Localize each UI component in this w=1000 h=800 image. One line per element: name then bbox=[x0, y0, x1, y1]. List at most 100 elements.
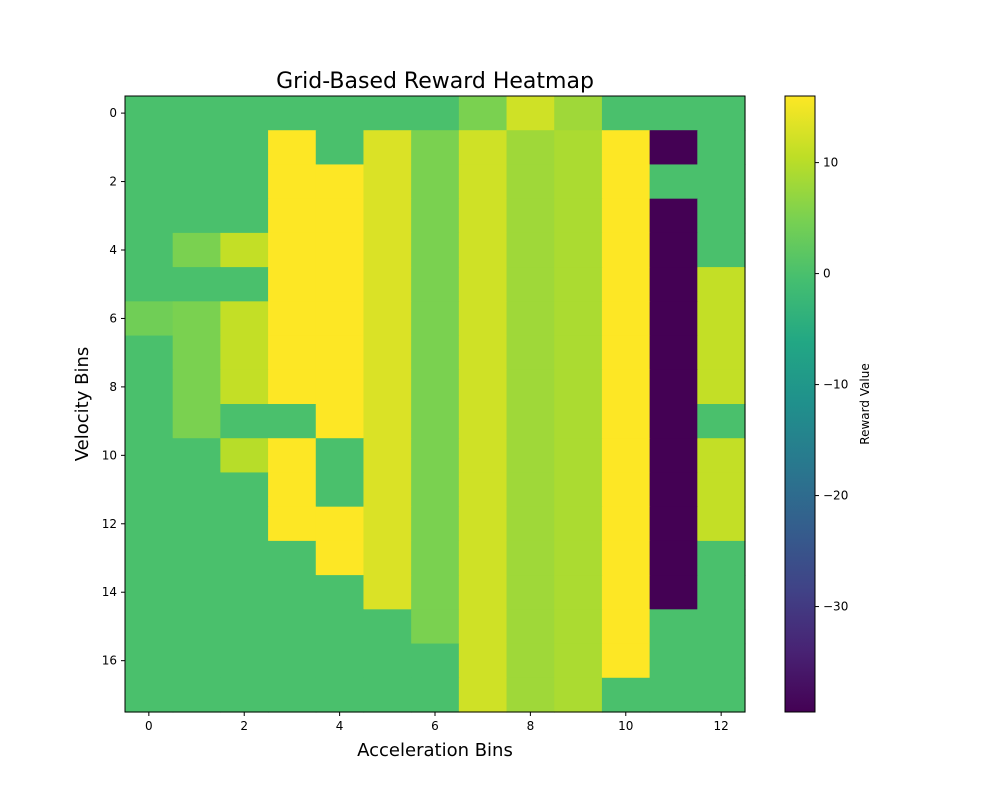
heatmap-cell bbox=[554, 267, 603, 302]
x-tick-label: 8 bbox=[527, 719, 535, 733]
heatmap-cell bbox=[220, 472, 269, 508]
heatmap-cell bbox=[363, 472, 412, 508]
colorbar-gradient bbox=[785, 96, 815, 712]
heatmap-cell bbox=[506, 267, 555, 302]
heatmap-cell bbox=[172, 472, 221, 508]
heatmap-cell bbox=[125, 506, 174, 542]
heatmap-cell bbox=[268, 643, 317, 679]
heatmap-cell bbox=[363, 677, 412, 713]
heatmap-cell bbox=[220, 301, 269, 337]
heatmap-cell bbox=[649, 232, 698, 268]
heatmap-cell bbox=[363, 643, 412, 679]
heatmap-cell bbox=[697, 404, 746, 439]
heatmap-cell bbox=[220, 130, 269, 166]
heatmap-cell bbox=[363, 609, 412, 645]
heatmap-cell bbox=[601, 438, 651, 474]
heatmap-cell bbox=[315, 404, 365, 439]
heatmap-cell bbox=[315, 164, 365, 200]
heatmap-cell bbox=[601, 301, 651, 337]
heatmap-cell bbox=[554, 438, 603, 474]
heatmap-cell bbox=[172, 369, 221, 405]
heatmap-cell bbox=[649, 404, 698, 439]
heatmap-cell bbox=[172, 404, 221, 439]
y-tick-label: 4 bbox=[109, 243, 117, 257]
heatmap-cell bbox=[268, 472, 317, 508]
heatmap-cell bbox=[697, 267, 746, 302]
heatmap-cell bbox=[601, 232, 651, 268]
heatmap-cell bbox=[458, 130, 508, 166]
heatmap-cell bbox=[172, 575, 221, 610]
heatmap-cell bbox=[506, 198, 555, 234]
heatmap-cell bbox=[220, 232, 269, 268]
heatmap-cell bbox=[458, 232, 508, 268]
heatmap-cell bbox=[315, 609, 365, 645]
x-tick-label: 10 bbox=[618, 719, 633, 733]
heatmap-cell bbox=[697, 575, 746, 610]
heatmap-cell bbox=[220, 267, 269, 302]
heatmap-cell bbox=[649, 472, 698, 508]
heatmap-cell bbox=[506, 301, 555, 337]
y-tick-label: 12 bbox=[102, 517, 117, 531]
heatmap-cell bbox=[554, 301, 603, 337]
heatmap-cell bbox=[411, 677, 460, 713]
heatmap-cell bbox=[697, 472, 746, 508]
heatmap-cell bbox=[220, 164, 269, 200]
heatmap-cell bbox=[125, 198, 174, 234]
heatmap-cell bbox=[458, 404, 508, 439]
heatmap-cell bbox=[411, 164, 460, 200]
heatmap-cell bbox=[554, 198, 603, 234]
heatmap-cell bbox=[125, 369, 174, 405]
heatmap-cell bbox=[125, 130, 174, 166]
heatmap-cell bbox=[649, 677, 698, 713]
heatmap-cell bbox=[697, 609, 746, 645]
heatmap-cell bbox=[506, 96, 555, 131]
heatmap-cell bbox=[268, 404, 317, 439]
heatmap-cell bbox=[172, 335, 221, 371]
heatmap-cell bbox=[315, 438, 365, 474]
heatmap-cell bbox=[315, 369, 365, 405]
heatmap-cell bbox=[506, 540, 555, 576]
heatmap-cell bbox=[268, 301, 317, 337]
heatmap-cell bbox=[125, 438, 174, 474]
x-axis-label: Acceleration Bins bbox=[357, 740, 513, 761]
heatmap-cell bbox=[315, 677, 365, 713]
heatmap-cell bbox=[125, 609, 174, 645]
heatmap-cell bbox=[697, 369, 746, 405]
heatmap-cell bbox=[458, 438, 508, 474]
colorbar-tick-label: 10 bbox=[823, 156, 838, 170]
heatmap-cell bbox=[172, 609, 221, 645]
heatmap-cell bbox=[506, 677, 555, 713]
heatmap-cell bbox=[458, 164, 508, 200]
heatmap-cell bbox=[649, 575, 698, 610]
heatmap-cell bbox=[458, 267, 508, 302]
heatmap-cell bbox=[315, 506, 365, 542]
heatmap-cell bbox=[363, 198, 412, 234]
heatmap-cell bbox=[125, 472, 174, 508]
heatmap-cell bbox=[458, 506, 508, 542]
colorbar-tick-label: −30 bbox=[823, 600, 848, 614]
heatmap-cell bbox=[649, 643, 698, 679]
heatmap-cell bbox=[601, 540, 651, 576]
heatmap-cell bbox=[649, 198, 698, 234]
heatmap-cell bbox=[268, 198, 317, 234]
heatmap-cell bbox=[411, 369, 460, 405]
heatmap-cell bbox=[172, 232, 221, 268]
heatmap-cell bbox=[172, 130, 221, 166]
heatmap-cell bbox=[268, 369, 317, 405]
heatmap-cell bbox=[363, 335, 412, 371]
heatmap-cell bbox=[506, 369, 555, 405]
heatmap-cell bbox=[554, 643, 603, 679]
heatmap-cell bbox=[172, 198, 221, 234]
heatmap-cell bbox=[411, 575, 460, 610]
y-axis-label: Velocity Bins bbox=[72, 347, 93, 461]
colorbar-label: Reward Value bbox=[858, 363, 872, 444]
heatmap-cell bbox=[554, 677, 603, 713]
heatmap-cell bbox=[601, 198, 651, 234]
x-tick-label: 0 bbox=[145, 719, 153, 733]
heatmap-cell bbox=[125, 267, 174, 302]
heatmap-cell bbox=[411, 335, 460, 371]
heatmap-cell bbox=[268, 438, 317, 474]
heatmap-cell bbox=[554, 609, 603, 645]
heatmap-cell bbox=[649, 301, 698, 337]
heatmap-cell bbox=[697, 232, 746, 268]
